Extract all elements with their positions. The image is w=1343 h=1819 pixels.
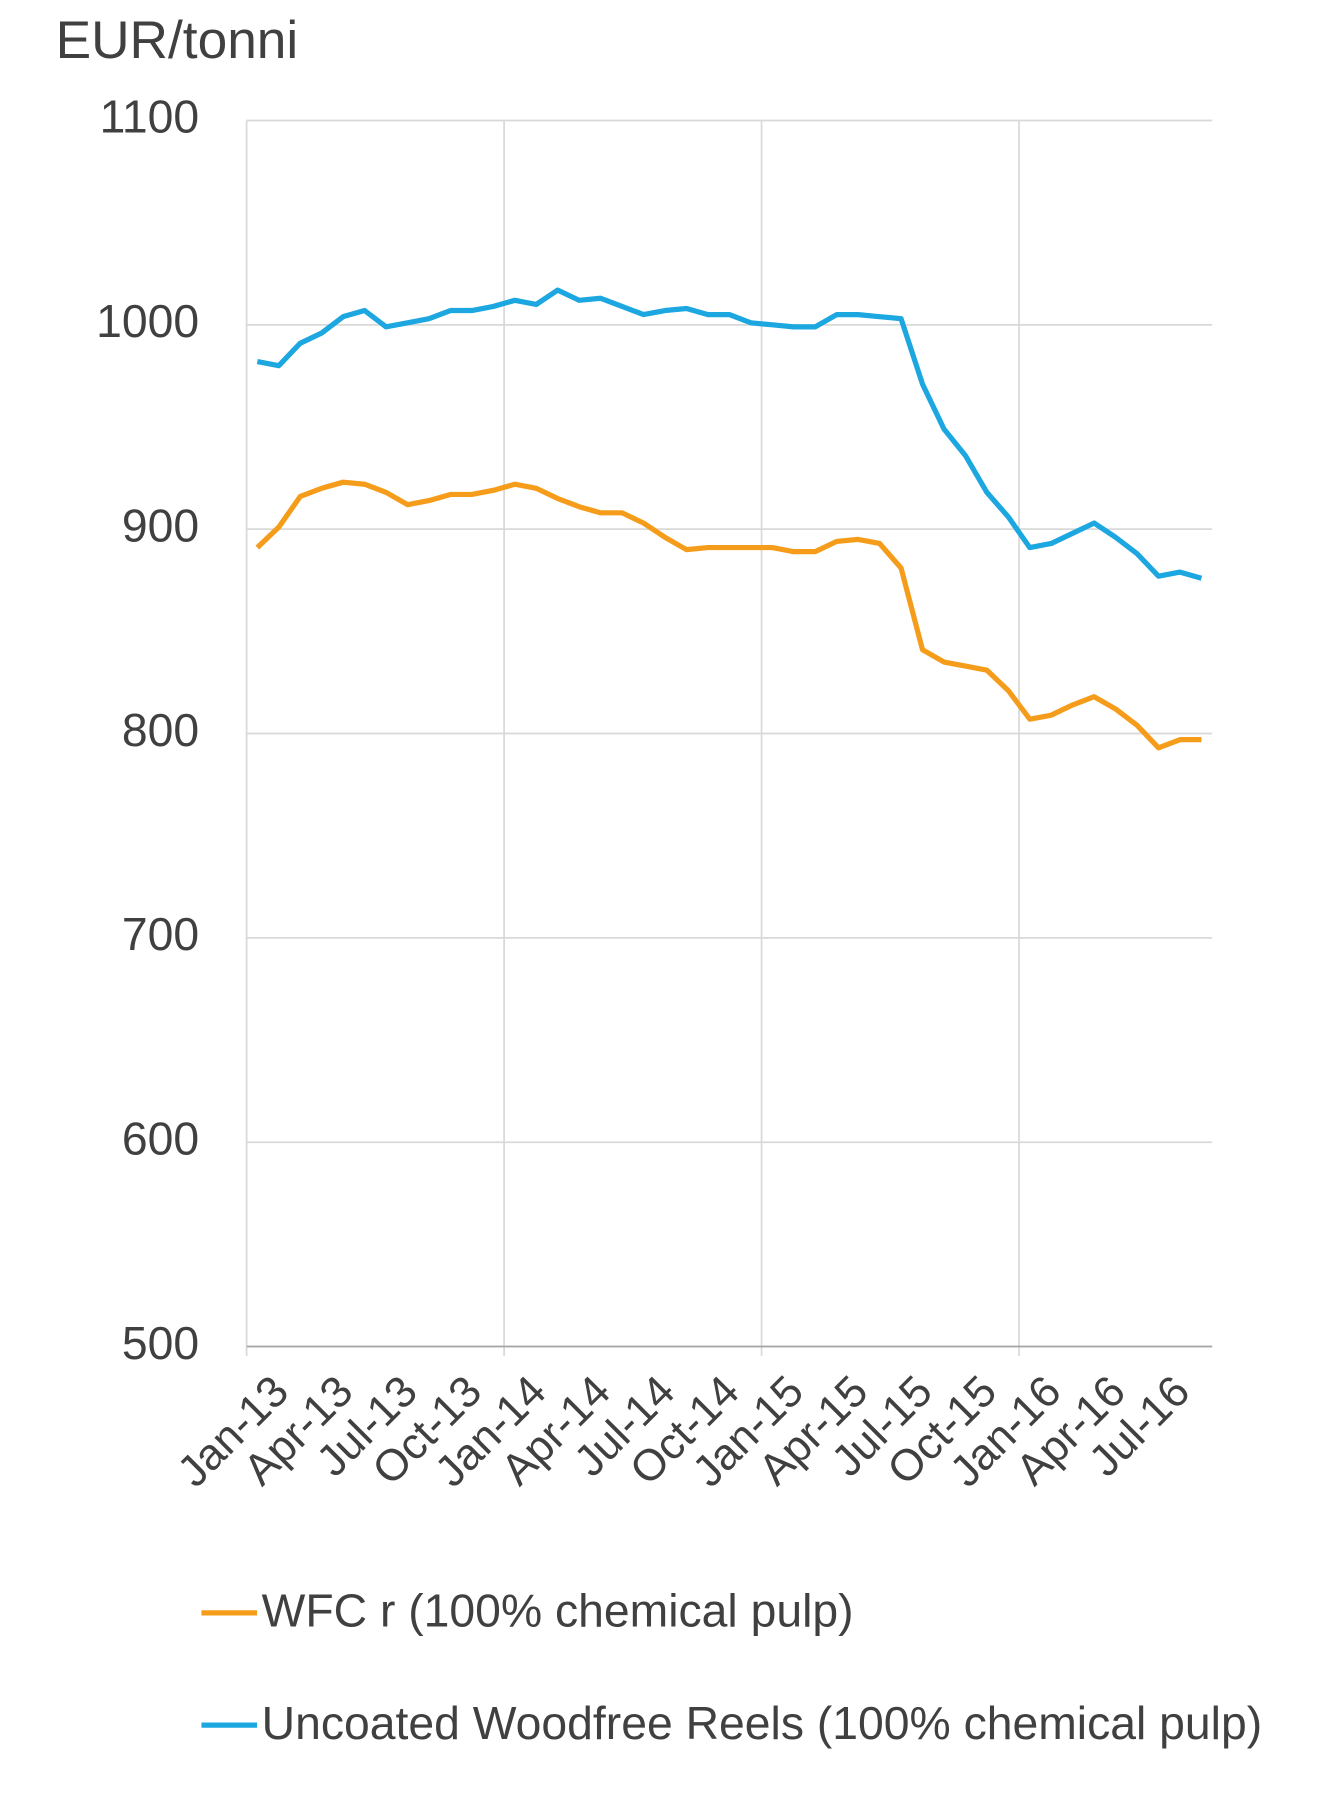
legend-label: Uncoated Woodfree Reels (100% chemical p…	[261, 1698, 1263, 1750]
y-tick-label: 500	[122, 1317, 199, 1369]
y-axis-title: EUR/tonni	[56, 11, 299, 70]
y-tick-label: 900	[122, 499, 199, 551]
y-tick-label: 1100	[100, 91, 200, 143]
legend-item: Uncoated Woodfree Reels (100% chemical p…	[261, 1698, 1263, 1750]
legend-label: WFC r (100% chemical pulp)	[261, 1586, 854, 1638]
series-line	[256, 287, 1203, 581]
y-tick-label: 700	[122, 908, 199, 960]
y-tick-label: 600	[122, 1112, 199, 1164]
y-tick-label: 800	[122, 704, 199, 756]
series-line	[255, 479, 1202, 751]
legend-item: WFC r (100% chemical pulp)	[261, 1586, 854, 1638]
y-tick-label: 1000	[96, 295, 199, 347]
